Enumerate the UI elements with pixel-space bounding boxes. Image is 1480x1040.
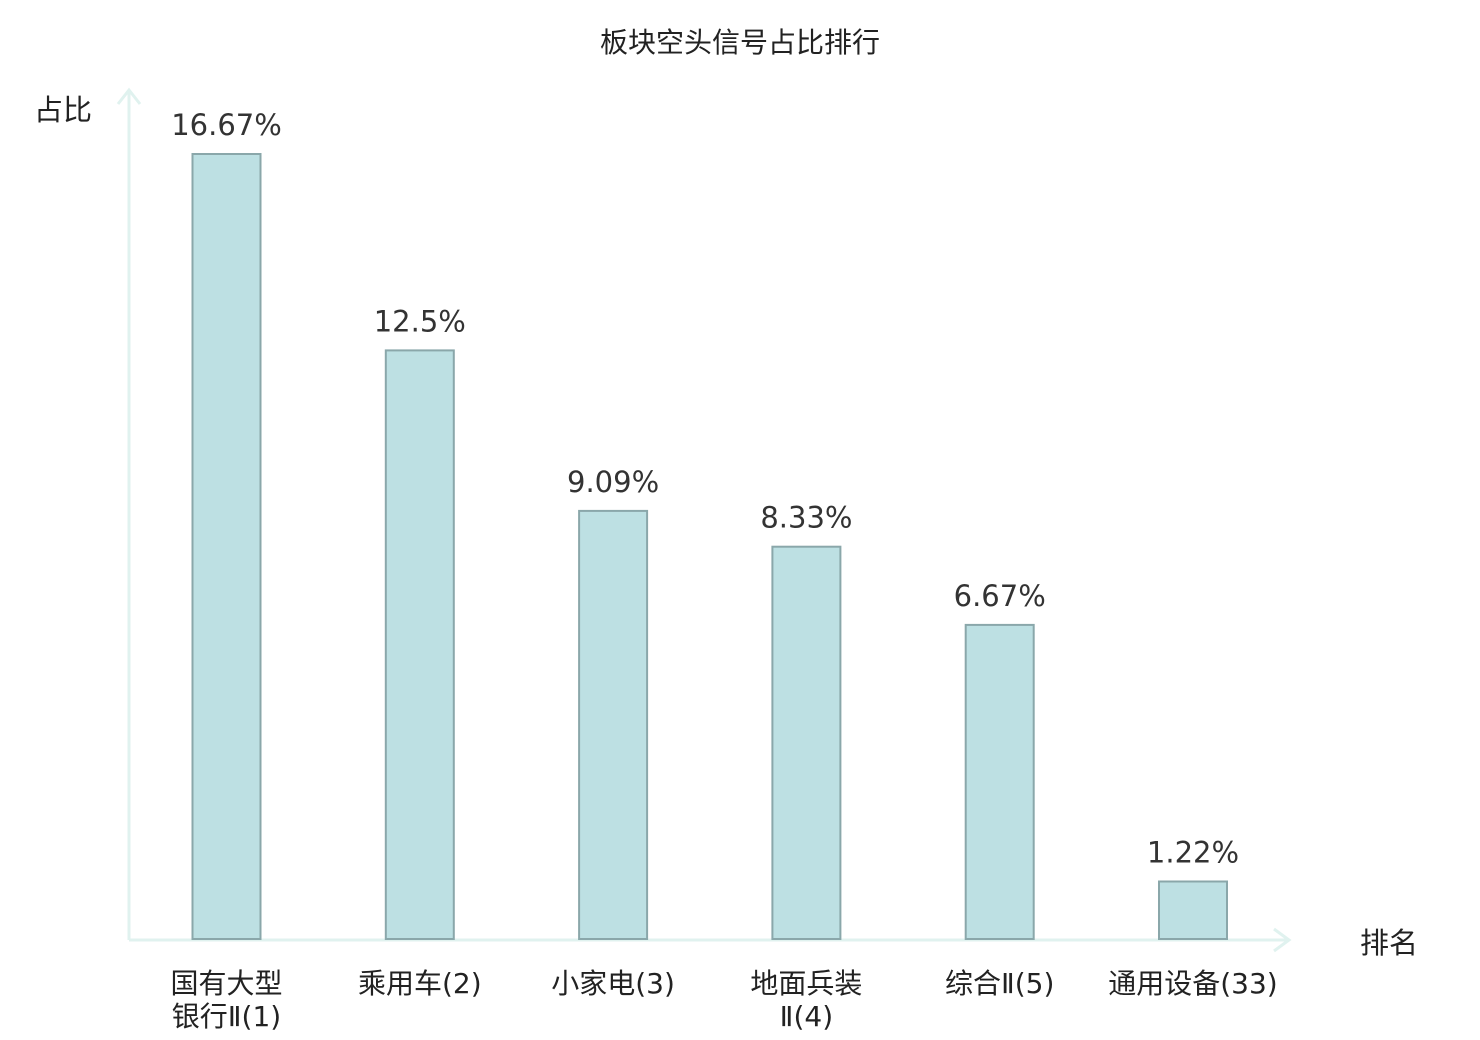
bar bbox=[964, 623, 1035, 941]
category-label: 小家电(3) bbox=[551, 967, 675, 1000]
bar bbox=[771, 545, 842, 940]
value-labels: 16.67% 12.5% 9.09% 8.33% 6.67% 1.22% bbox=[171, 108, 1239, 870]
bars bbox=[191, 153, 1228, 941]
y-axis-label: 占比 bbox=[34, 93, 92, 127]
bar bbox=[384, 349, 455, 940]
bar bbox=[578, 509, 649, 940]
chart-title: 板块空头信号占比排行 bbox=[600, 26, 880, 59]
x-axis bbox=[129, 927, 1292, 953]
bar bbox=[191, 153, 262, 940]
y-axis bbox=[116, 87, 142, 940]
bar-value-label: 1.22% bbox=[1147, 836, 1239, 870]
category-label: 综合Ⅱ(5) bbox=[945, 967, 1054, 1000]
bar-value-label: 12.5% bbox=[374, 304, 466, 338]
bar-value-label: 8.33% bbox=[760, 501, 852, 535]
bar-value-label: 6.67% bbox=[954, 579, 1046, 613]
bar bbox=[1158, 880, 1228, 940]
category-label: 国有大型银行Ⅱ(1) bbox=[170, 967, 282, 1033]
category-labels: 国有大型银行Ⅱ(1) 乘用车(2) 小家电(3) 地面兵装 Ⅱ(4) 综合Ⅱ(5) 通用设备… bbox=[170, 967, 1277, 1033]
bar-value-label: 16.67% bbox=[171, 108, 282, 142]
category-label: 通用设备(33) bbox=[1108, 967, 1277, 1000]
x-axis-label: 排名 bbox=[1360, 926, 1418, 960]
bar-value-label: 9.09% bbox=[567, 465, 659, 499]
category-label: 乘用车(2) bbox=[358, 967, 482, 1000]
category-label: 地面兵装 Ⅱ(4) bbox=[750, 967, 862, 1033]
